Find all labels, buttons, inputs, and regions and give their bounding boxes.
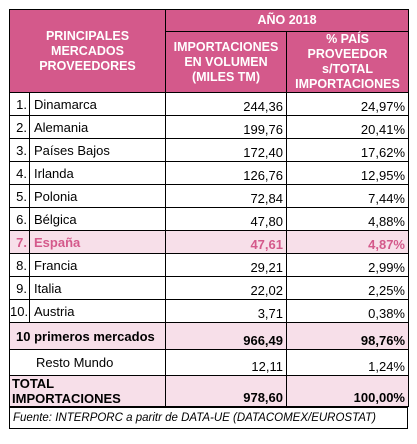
header-share-line3: IMPORTACIONES (295, 77, 400, 91)
country-cell: Dinamarca (29, 92, 166, 116)
rest-volume: 12,11 (165, 349, 287, 376)
country-cell: Francia (29, 253, 166, 277)
volume-cell: 126,76 (165, 161, 287, 185)
table-row: 8. Francia 29,21 2,99% (9, 253, 409, 277)
share-cell: 2,99% (286, 253, 409, 277)
rank-cell: 4. (9, 161, 30, 185)
rank-cell: 2. (9, 115, 30, 139)
volume-cell: 199,76 (165, 115, 287, 139)
table-row-highlighted: 7. España 47,61 4,87% (9, 230, 409, 254)
share-cell: 20,41% (286, 115, 409, 139)
imports-table-container: PRINCIPALES MERCADOS PROVEEDORES AÑO 201… (9, 9, 409, 429)
header-markets: PRINCIPALES MERCADOS PROVEEDORES (9, 9, 166, 93)
volume-cell: 172,40 (165, 138, 287, 162)
header-volume-line1: IMPORTACIONES (173, 39, 279, 54)
total-row: TOTAL IMPORTACIONES 978,60 100,00% (9, 375, 409, 407)
volume-cell: 22,02 (165, 276, 287, 300)
rest-label: Resto Mundo (9, 349, 166, 376)
top10-label: 10 primeros mercados (9, 322, 166, 350)
country-cell: Austria (29, 299, 166, 323)
share-cell: 2,25% (286, 276, 409, 300)
country-cell: Irlanda (29, 161, 166, 185)
header-markets-line3: PROVEEDORES (39, 58, 136, 73)
table-row: 4. Irlanda 126,76 12,95% (9, 161, 409, 185)
share-cell: 7,44% (286, 184, 409, 208)
share-cell: 17,62% (286, 138, 409, 162)
volume-cell: 72,84 (165, 184, 287, 208)
rank-cell: 7. (9, 230, 30, 254)
rank-cell: 1. (9, 92, 30, 116)
share-cell: 0,38% (286, 299, 409, 323)
country-cell: Italia (29, 276, 166, 300)
header-markets-line1: PRINCIPALES (45, 28, 130, 43)
country-cell: Polonia (29, 184, 166, 208)
header-volume-line2: EN VOLUMEN (184, 54, 268, 69)
header-markets-line2: MERCADOS (51, 43, 124, 58)
rank-cell: 9. (9, 276, 30, 300)
rank-cell: 6. (9, 207, 30, 231)
source-note: Fuente: INTERPORC a paritr de DATA-UE (D… (9, 407, 408, 429)
table-row: 3. Países Bajos 172,40 17,62% (9, 138, 409, 162)
header-share-line2: s/TOTAL (322, 62, 373, 76)
share-cell: 4,88% (286, 207, 409, 231)
table-row: 5. Polonia 72,84 7,44% (9, 184, 409, 208)
total-share: 100,00% (286, 375, 409, 407)
table-row: 1. Dinamarca 244,36 24,97% (9, 92, 409, 116)
country-cell: Países Bajos (29, 138, 166, 162)
volume-cell: 47,80 (165, 207, 287, 231)
table-row: 2. Alemania 199,76 20,41% (9, 115, 409, 139)
rest-share: 1,24% (286, 349, 409, 376)
country-cell: Alemania (29, 115, 166, 139)
top10-row: 10 primeros mercados 966,49 98,76% (9, 322, 409, 350)
country-cell: Bélgica (29, 207, 166, 231)
rest-row: Resto Mundo 12,11 1,24% (9, 349, 409, 376)
volume-cell: 244,36 (165, 92, 287, 116)
share-cell: 4,87% (286, 230, 409, 254)
header-volume: IMPORTACIONES EN VOLUMEN (MILES TM) (165, 31, 287, 93)
country-cell: España (29, 230, 166, 254)
volume-cell: 47,61 (165, 230, 287, 254)
rank-cell: 8. (9, 253, 30, 277)
total-volume: 978,60 (165, 375, 287, 407)
share-cell: 12,95% (286, 161, 409, 185)
volume-cell: 29,21 (165, 253, 287, 277)
table-row: 6. Bélgica 47,80 4,88% (9, 207, 409, 231)
header-share-line1: % PAÍS PROVEEDOR (307, 32, 388, 61)
rank-cell: 3. (9, 138, 30, 162)
header-share: % PAÍS PROVEEDOR s/TOTAL IMPORTACIONES (286, 31, 409, 93)
imports-table: PRINCIPALES MERCADOS PROVEEDORES AÑO 201… (9, 9, 409, 407)
table-row: 10. Austria 3,71 0,38% (9, 299, 409, 323)
header-volume-line3: (MILES TM) (191, 69, 261, 84)
top10-volume: 966,49 (165, 322, 287, 350)
rank-cell: 10. (9, 299, 30, 323)
total-label: TOTAL IMPORTACIONES (9, 375, 166, 407)
volume-cell: 3,71 (165, 299, 287, 323)
top10-share: 98,76% (286, 322, 409, 350)
share-cell: 24,97% (286, 92, 409, 116)
table-row: 9. Italia 22,02 2,25% (9, 276, 409, 300)
header-year: AÑO 2018 (165, 9, 409, 32)
rank-cell: 5. (9, 184, 30, 208)
